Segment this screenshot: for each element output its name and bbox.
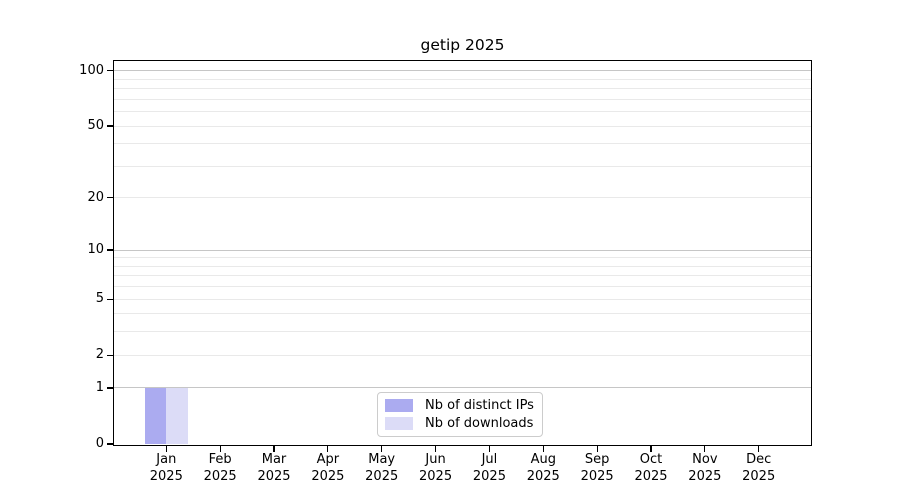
x-tick-mark	[596, 445, 598, 452]
x-tick-mark	[327, 445, 329, 452]
legend-item-downloads: Nb of downloads	[385, 416, 535, 431]
y-tick-mark	[107, 443, 114, 445]
y-tick-mark	[107, 354, 114, 356]
y-tick-label: 20	[87, 189, 104, 205]
gridline-major	[114, 249, 811, 251]
y-tick-mark	[107, 125, 114, 127]
x-tick-label: Nov 2025	[688, 452, 722, 484]
legend-swatch-distinct-ips-icon	[385, 399, 413, 412]
y-tick-label: 10	[87, 242, 104, 258]
y-tick-mark	[107, 249, 114, 251]
x-tick-label: Dec 2025	[742, 452, 776, 484]
y-tick-label: 0	[95, 436, 104, 451]
x-tick-label: Jan 2025	[149, 452, 183, 484]
gridline-minor	[114, 78, 811, 80]
gridline-minor	[114, 313, 811, 315]
gridline-minor	[114, 125, 811, 127]
bar-distinct-ips	[144, 387, 167, 444]
x-tick-mark	[758, 445, 760, 452]
gridline-minor	[114, 298, 811, 300]
gridline-minor	[114, 111, 811, 113]
legend-label-downloads: Nb of downloads	[425, 416, 534, 431]
legend-item-distinct-ips: Nb of distinct IPs	[385, 398, 535, 413]
x-tick-mark	[704, 445, 706, 452]
x-tick-label: Feb 2025	[203, 452, 237, 484]
x-tick-label: Jul 2025	[472, 452, 506, 484]
gridline-minor	[114, 286, 811, 288]
y-tick-label: 1	[95, 379, 104, 395]
y-tick-mark	[107, 197, 114, 199]
legend-swatch-downloads-icon	[385, 417, 413, 430]
y-tick-mark	[107, 387, 114, 389]
y-tick-mark	[107, 70, 114, 72]
x-tick-label: Oct 2025	[634, 452, 668, 484]
gridline-minor	[114, 165, 811, 167]
x-tick-mark	[542, 445, 544, 452]
gridline-major	[114, 70, 811, 72]
x-tick-label: Apr 2025	[311, 452, 345, 484]
gridline-minor	[114, 257, 811, 259]
gridline-major	[114, 387, 811, 389]
gridline-minor	[114, 331, 811, 333]
x-tick-label: Jun 2025	[419, 452, 453, 484]
gridline-minor	[114, 354, 811, 356]
bar-downloads	[166, 387, 188, 444]
gridline-minor	[114, 197, 811, 199]
legend: Nb of distinct IPs Nb of downloads	[377, 392, 543, 437]
gridline-minor	[114, 143, 811, 145]
x-tick-mark	[434, 445, 437, 452]
y-tick-label: 5	[95, 291, 104, 307]
x-tick-mark	[273, 445, 275, 452]
x-tick-label: Aug 2025	[526, 452, 560, 484]
chart-title: getip 2025	[420, 36, 505, 54]
y-tick-label: 100	[79, 62, 104, 78]
x-tick-mark	[381, 445, 383, 452]
gridline-minor	[114, 265, 811, 267]
gridline-minor	[114, 98, 811, 100]
legend-label-distinct-ips: Nb of distinct IPs	[425, 398, 534, 413]
y-tick-label: 50	[87, 118, 104, 134]
x-tick-label: Mar 2025	[257, 452, 291, 484]
x-tick-mark	[219, 445, 221, 452]
gridline-minor	[114, 275, 811, 277]
gridline-minor	[114, 88, 811, 90]
x-tick-label: Sep 2025	[580, 452, 614, 484]
y-tick-mark	[107, 298, 114, 300]
y-tick-label: 2	[95, 347, 104, 363]
x-tick-mark	[650, 445, 652, 452]
x-tick-mark	[488, 445, 490, 452]
x-tick-mark	[165, 445, 167, 452]
x-tick-label: May 2025	[365, 452, 399, 484]
